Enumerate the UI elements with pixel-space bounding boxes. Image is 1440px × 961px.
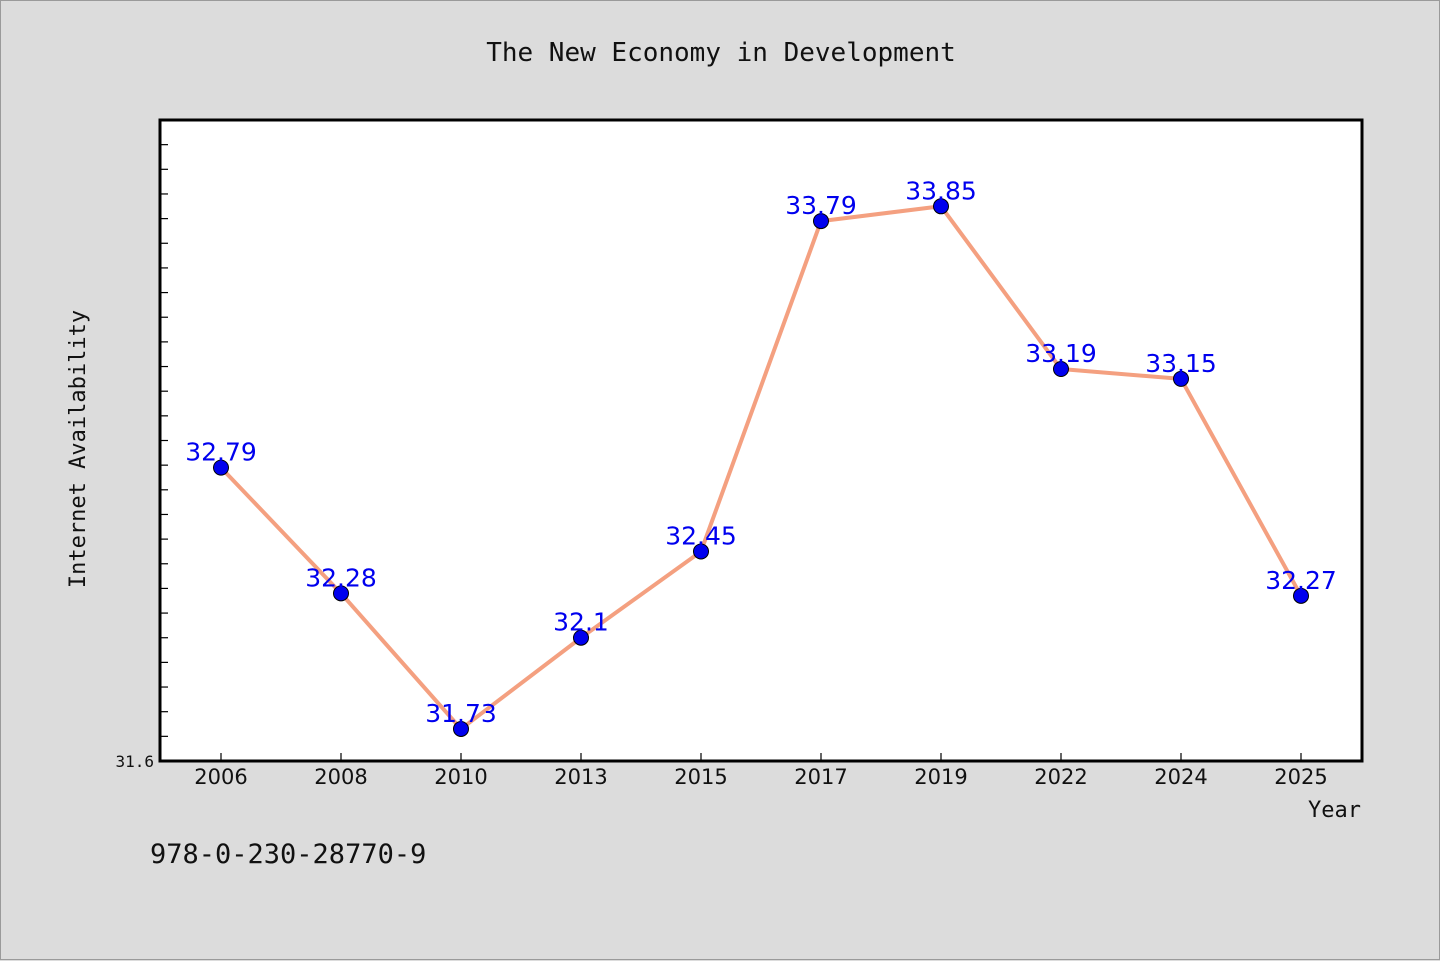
data-point-marker <box>213 459 229 476</box>
data-point-marker <box>693 543 709 560</box>
plot-area <box>158 118 1364 763</box>
x-tick-label: 2022 <box>1034 765 1087 789</box>
x-tick-label: 2008 <box>314 765 367 789</box>
data-label: 33.85 <box>905 176 977 205</box>
x-tick-label: 2017 <box>794 765 847 789</box>
x-tick-label: 2015 <box>674 765 727 789</box>
x-axis-ticks: 2006 2008 2010 2013 2015 2017 2019 2022 2024 2025 <box>194 753 1328 789</box>
x-tick-label: 2013 <box>554 765 607 789</box>
x-tick-label: 2025 <box>1274 765 1327 789</box>
data-point-marker <box>453 720 469 737</box>
data-label: 33.15 <box>1145 349 1217 378</box>
data-label: 31.73 <box>425 699 497 728</box>
y-axis-ticks: 31.6 <box>115 144 168 771</box>
data-point-marker <box>1053 361 1069 378</box>
data-point-marker <box>1173 370 1189 387</box>
data-label: 32.28 <box>305 563 377 592</box>
series-layer: 32.79 32.28 31.73 32.1 32.45 33.79 33.85 33.19 3… <box>185 176 1337 737</box>
data-point-marker <box>933 198 949 215</box>
data-label: 32.27 <box>1265 566 1337 595</box>
series-line <box>219 204 1303 731</box>
x-tick-label: 2010 <box>434 765 487 789</box>
y-tick-label: 31.6 <box>115 752 154 771</box>
data-label: 32.1 <box>553 608 609 637</box>
x-tick-label: 2024 <box>1154 765 1207 789</box>
data-point-marker <box>333 585 349 602</box>
isbn-label: 978-0-230-28770-9 <box>150 839 426 870</box>
data-label: 32.45 <box>665 521 737 550</box>
x-tick-label: 2006 <box>194 765 247 789</box>
data-label: 33.19 <box>1025 339 1097 368</box>
data-label: 33.79 <box>785 191 857 220</box>
x-tick-label: 2019 <box>914 765 967 789</box>
data-point-marker <box>573 629 589 646</box>
chart-title: The New Economy in Development <box>486 38 956 68</box>
x-axis-title: Year <box>1308 798 1361 823</box>
y-axis-title: Internet Availability <box>66 310 91 588</box>
data-point-marker <box>813 213 829 230</box>
data-label: 32.79 <box>185 438 257 467</box>
data-point-marker <box>1293 587 1309 604</box>
